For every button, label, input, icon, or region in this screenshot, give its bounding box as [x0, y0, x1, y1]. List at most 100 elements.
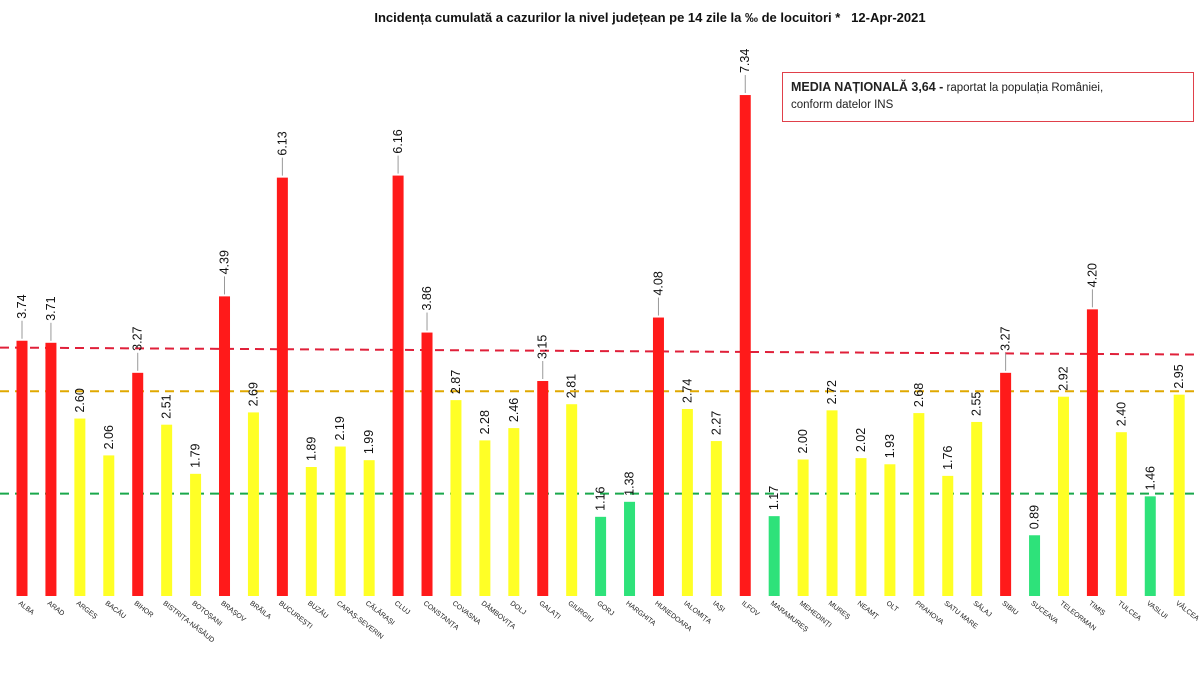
category-label: MUREȘ [827, 600, 851, 621]
value-label: 4.08 [651, 271, 665, 295]
value-label: 2.51 [160, 394, 174, 418]
category-label: HARGHITA [624, 600, 657, 628]
category-label: GALAȚI [538, 600, 562, 621]
bar [305, 467, 317, 596]
bar [595, 516, 607, 596]
bar [884, 464, 896, 596]
bar [710, 441, 722, 596]
bar [1000, 372, 1012, 596]
value-label: 6.16 [391, 129, 405, 153]
bar [392, 175, 404, 596]
value-label: 3.86 [420, 286, 434, 310]
value-label: 6.13 [275, 131, 289, 155]
bar [1029, 535, 1041, 596]
category-label: VASLUI [1145, 600, 1169, 621]
value-label: 2.74 [680, 379, 694, 403]
value-label: 2.68 [912, 383, 926, 407]
category-label: TIMIȘ [1087, 600, 1106, 617]
bar [450, 400, 462, 596]
bar [826, 410, 838, 596]
threshold-lines [0, 346, 1200, 495]
threshold-line [0, 346, 1200, 356]
note-rest: raportat la populația României, [943, 82, 1104, 94]
category-label: BIHOR [132, 600, 154, 619]
bar [421, 332, 433, 596]
value-label: 1.16 [594, 486, 608, 510]
value-label: 0.89 [1028, 505, 1042, 529]
value-label: 7.34 [738, 49, 752, 73]
bar [334, 446, 346, 596]
value-label: 2.81 [565, 374, 579, 398]
bar [276, 177, 288, 596]
category-label: BUZĂU [306, 598, 330, 620]
bar [190, 473, 202, 596]
value-label: 4.39 [218, 250, 232, 274]
bar [537, 381, 549, 596]
value-label: 3.74 [15, 294, 29, 318]
value-label: 2.28 [478, 410, 492, 434]
category-labels: ALBA ARAD ARGEȘ BACĂU BIHOR BISTRIȚA-NĂSĂUDBO… [17, 598, 1200, 644]
note-lead: MEDIA NAȚIONALĂ 3,64 - [791, 80, 944, 94]
value-label: 2.55 [970, 392, 984, 416]
category-label: BACĂU [104, 598, 129, 620]
bar [566, 404, 578, 596]
national-average-note: MEDIA NAȚIONALĂ 3,64 - raportat la popul… [782, 72, 1194, 122]
value-label: 2.46 [507, 398, 521, 422]
category-label: BRAȘOV [219, 600, 247, 624]
value-label: 2.00 [796, 429, 810, 453]
value-label: 2.87 [449, 370, 463, 394]
bar [768, 516, 780, 596]
bar [161, 424, 173, 596]
value-label: 1.79 [189, 443, 203, 467]
category-label: TULCEA [1116, 600, 1142, 623]
bar [1144, 496, 1156, 596]
value-label: 3.27 [131, 326, 145, 350]
value-label: 2.72 [825, 380, 839, 404]
value-label: 1.99 [362, 430, 376, 454]
bar [1086, 309, 1098, 596]
bar [797, 459, 809, 596]
bar [855, 458, 867, 596]
value-label: 1.76 [941, 446, 955, 470]
value-label: 2.19 [333, 416, 347, 440]
category-label: GIURGIU [566, 600, 594, 624]
bar [132, 372, 144, 596]
category-label: SĂLAJ [971, 598, 993, 618]
value-label: 2.60 [73, 388, 87, 412]
category-label: SUCEAVA [1029, 600, 1059, 626]
category-label: GORJ [595, 600, 615, 617]
value-label: 2.40 [1114, 402, 1128, 426]
bar [1057, 396, 1069, 596]
value-label: 1.89 [304, 437, 318, 461]
value-label: 2.06 [102, 425, 116, 449]
value-labels: 3.74 3.71 2.60 2.06 3.27 2.51 1.79 4.39 2.69 6.13… [15, 49, 1186, 530]
chart-title: Incidența cumulată a cazurilor la nivel … [374, 10, 926, 25]
bar [247, 412, 259, 596]
value-label: 2.69 [246, 382, 260, 406]
value-label: 3.27 [999, 326, 1013, 350]
bar [219, 296, 231, 596]
category-label: ILFOV [740, 600, 761, 618]
bar [739, 95, 751, 597]
value-label: 1.38 [623, 471, 637, 495]
bar [16, 340, 28, 596]
category-label: OLT [885, 600, 900, 614]
category-label: NEAMȚ [856, 600, 880, 621]
bar [1173, 394, 1185, 596]
bar [74, 418, 86, 596]
bar [1115, 432, 1127, 596]
value-label: 3.15 [536, 335, 550, 359]
bar [942, 475, 954, 596]
value-label: 2.27 [709, 411, 723, 435]
bar [363, 460, 375, 596]
value-label: 4.20 [1085, 263, 1099, 287]
bar [681, 408, 693, 596]
category-label: BRĂILA [248, 598, 273, 621]
bar [103, 455, 115, 596]
bar [971, 421, 983, 596]
bar [508, 428, 520, 596]
bars [16, 95, 1185, 597]
category-label: ARGEȘ [75, 600, 99, 621]
value-label: 1.17 [767, 486, 781, 510]
category-label: CLUJ [393, 600, 411, 616]
